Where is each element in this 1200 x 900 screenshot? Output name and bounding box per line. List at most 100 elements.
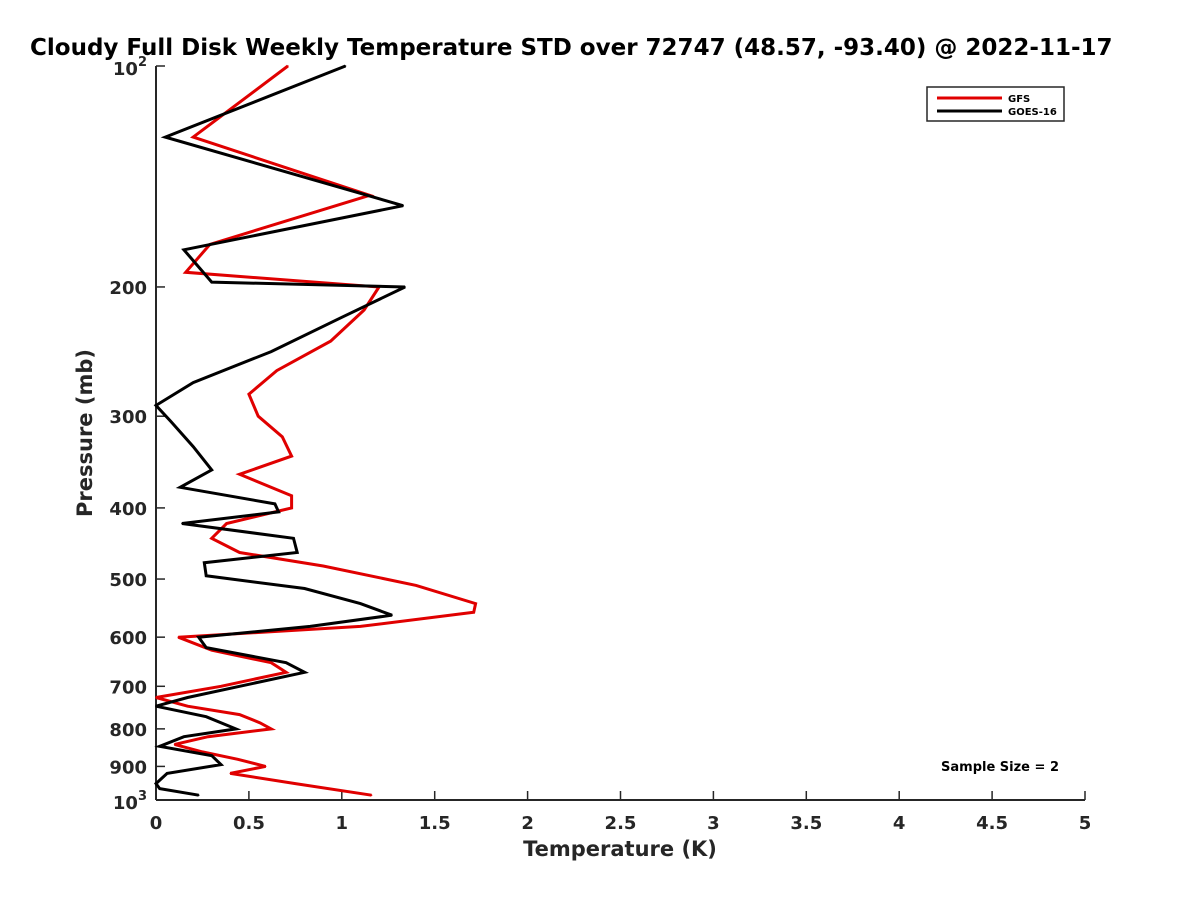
legend-label-goes-16: GOES-16 [1008,107,1057,118]
data-point-gfs [259,722,261,724]
data-point-gfs [177,636,180,638]
data-point-goes-16 [205,575,207,577]
data-point-gfs [201,751,204,753]
data-point-goes-16 [210,469,213,471]
data-point-goes-16 [158,745,161,748]
data-point-goes-16 [285,661,287,664]
data-point-gfs [210,537,213,540]
y-tick-label: 103 [113,789,147,814]
data-point-goes-16 [205,646,207,649]
data-point-gfs [287,65,289,67]
data-point-gfs [186,705,189,707]
data-point-goes-16 [296,551,299,554]
data-point-gfs [192,136,194,138]
data-point-gfs [238,473,241,476]
data-point-goes-16 [166,772,168,775]
data-point-gfs [290,455,293,457]
data-point-goes-16 [309,625,312,628]
data-point-gfs [270,661,272,664]
data-point-goes-16 [197,636,200,638]
data-point-goes-16 [210,754,213,757]
x-tick-label: 0 [150,813,163,834]
data-point-gfs [229,772,232,775]
data-point-goes-16 [359,602,362,605]
data-point-goes-16 [402,204,404,207]
data-point-gfs [370,794,373,796]
series-line-gfs [155,64,478,797]
data-point-goes-16 [192,381,194,384]
y-tick-label: 300 [109,407,147,428]
data-point-gfs [294,782,297,785]
x-tick-label: 4.5 [976,813,1008,834]
data-point-goes-16 [235,728,237,730]
data-point-gfs [359,625,362,628]
data-point-gfs [248,393,250,396]
plot-area: 0 0.5 1 1.5 2 2.5 3 3.5 4 4.5 5 102 200 300 400 500 600 7… [109,55,1091,834]
data-point-goes-16 [238,685,241,688]
data-point-goes-16 [183,249,185,251]
data-point-gfs [285,671,287,674]
data-point-goes-16 [164,136,167,138]
data-point-gfs [238,713,241,716]
data-point-gfs [290,507,293,509]
data-point-gfs [184,271,187,274]
data-point-gfs [155,696,157,699]
data-point-gfs [220,685,222,688]
legend-box [926,86,1065,122]
data-point-goes-16 [183,735,185,738]
y-tick-label: 800 [109,720,147,741]
data-point-goes-16 [181,522,183,525]
data-point-gfs [474,602,477,605]
data-point-gfs [281,435,284,438]
x-tick-label: 1.5 [419,813,451,834]
data-point-goes-16 [270,350,272,353]
data-point-gfs [173,743,176,746]
y-tick-label: 500 [109,570,147,591]
sample-size-annotation: Sample Size = 2 [941,760,1059,775]
data-point-goes-16 [391,614,393,616]
data-point-gfs [207,735,209,738]
data-point-goes-16 [274,503,276,505]
x-axis-label: Temperature (K) [523,837,717,861]
data-point-gfs [225,522,228,525]
data-point-gfs [236,758,239,761]
y-tick-label: 600 [109,628,147,649]
data-point-goes-16 [303,587,306,590]
data-point-gfs [238,551,241,554]
legend-label-gfs: GFS [1008,94,1030,105]
data-point-goes-16 [210,281,213,283]
x-tick-label: 4 [893,813,906,834]
data-point-gfs [270,728,272,730]
data-point-gfs [363,309,365,311]
y-tick-label: 102 [113,55,147,80]
legend: GFS GOES-16 [926,86,1065,122]
data-point-gfs [415,584,417,587]
x-tick-label: 2 [521,813,534,834]
data-point-goes-16 [292,537,295,540]
data-point-goes-16 [404,286,406,288]
x-tick-label: 3 [707,813,720,834]
x-tick-label: 5 [1079,813,1092,834]
data-point-gfs [472,611,475,614]
data-point-gfs [264,765,267,768]
data-point-goes-16 [341,316,343,319]
data-point-gfs [290,494,293,497]
x-tick-label: 1 [336,813,349,834]
data-point-goes-16 [277,511,280,513]
data-point-goes-16 [303,671,306,674]
data-point-goes-16 [155,404,157,407]
data-point-goes-16 [155,782,157,785]
y-axis-label: Pressure (mb) [73,349,97,517]
data-point-gfs [329,340,332,342]
y-tick-label: 200 [109,278,147,299]
data-point-gfs [257,415,259,418]
data-point-goes-16 [197,794,200,796]
data-point-gfs [322,565,325,567]
y-tick-label: 900 [109,757,147,778]
data-point-gfs [275,369,278,372]
y-tick-label: 700 [109,677,147,698]
data-point-goes-16 [205,715,207,718]
data-point-goes-16 [179,486,181,489]
data-point-goes-16 [155,705,157,707]
